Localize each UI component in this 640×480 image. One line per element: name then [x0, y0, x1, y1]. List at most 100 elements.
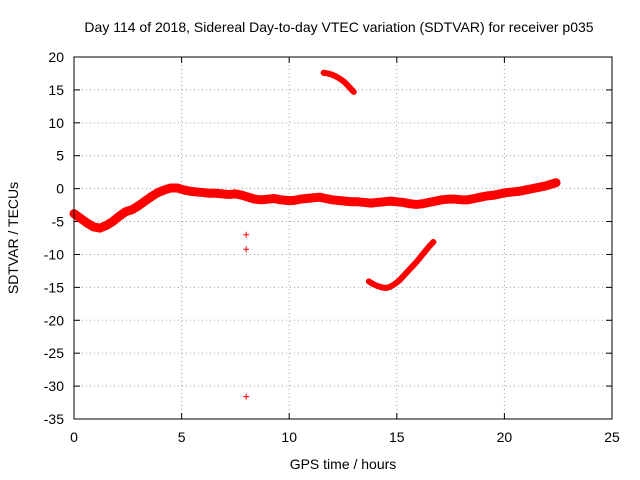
data-point-marker — [187, 188, 194, 195]
data-point-marker — [374, 283, 381, 290]
y-axis-label: SDTVAR / TECUs — [5, 182, 21, 294]
x-tick-label: 5 — [178, 429, 186, 445]
data-point-marker — [109, 218, 116, 225]
data-point-marker — [535, 184, 542, 191]
data-point-marker — [277, 196, 284, 203]
x-tick-label: 15 — [389, 429, 405, 445]
data-point-marker — [426, 199, 433, 206]
data-point-marker — [421, 248, 428, 255]
data-point-marker — [445, 196, 452, 203]
data-point-marker — [361, 199, 368, 206]
x-tick-label: 10 — [281, 429, 297, 445]
y-tick-label: 0 — [56, 181, 64, 197]
data-point-marker — [391, 281, 398, 288]
data-point-marker — [406, 200, 413, 207]
x-tick-label: 20 — [497, 429, 513, 445]
data-point-marker — [303, 195, 310, 202]
data-point-marker — [408, 263, 415, 270]
data-point-marker — [490, 192, 497, 199]
data-point-marker — [365, 278, 372, 285]
data-point-marker — [243, 231, 250, 238]
data-point-marker — [142, 198, 149, 205]
x-tick-label: 25 — [604, 429, 620, 445]
data-point-marker — [380, 198, 387, 205]
data-point-marker — [322, 195, 329, 202]
data-point-marker — [413, 201, 420, 208]
y-tick-label: -10 — [44, 246, 64, 262]
data-point-marker — [77, 215, 84, 222]
data-point-marker — [503, 189, 510, 196]
data-point-marker — [393, 198, 400, 205]
series-arc-low — [365, 238, 437, 292]
data-point-marker — [200, 189, 207, 196]
data-point-marker — [90, 223, 97, 230]
data-point-marker — [348, 198, 355, 205]
series-trace — [365, 238, 437, 292]
data-point-marker — [309, 194, 316, 201]
data-point-marker — [383, 285, 390, 292]
data-point-marker — [355, 198, 362, 205]
x-tick-label: 0 — [70, 429, 78, 445]
data-point-marker — [548, 181, 555, 188]
y-tick-label: -25 — [44, 345, 64, 361]
data-point-marker — [417, 254, 424, 261]
data-point-marker — [103, 222, 110, 229]
data-point-marker — [264, 196, 271, 203]
data-point-marker — [342, 79, 349, 86]
data-point-marker — [438, 196, 445, 203]
data-point-marker — [154, 189, 161, 196]
gridlines — [74, 57, 612, 419]
data-point-marker — [193, 188, 200, 195]
data-point-marker — [378, 284, 385, 291]
data-point-marker — [529, 185, 536, 192]
data-point-marker — [296, 196, 303, 203]
data-point-marker — [135, 202, 142, 209]
y-tick-label: 5 — [56, 148, 64, 164]
data-point-marker — [451, 196, 458, 203]
x-axis-label: GPS time / hours — [290, 456, 397, 472]
data-point-marker — [367, 200, 374, 207]
data-point-marker — [553, 179, 560, 186]
y-tick-label: -30 — [44, 378, 64, 394]
y-tick-label: 10 — [48, 115, 64, 131]
series-main-band — [69, 178, 561, 233]
data-point-marker — [471, 195, 478, 202]
data-point-marker — [320, 69, 327, 76]
data-point-marker — [458, 196, 465, 203]
data-point-marker — [400, 273, 407, 280]
y-tick-label: -20 — [44, 312, 64, 328]
data-point-marker — [180, 186, 187, 193]
data-point-marker — [284, 197, 291, 204]
data-point-marker — [413, 259, 420, 266]
data-point-marker — [404, 268, 411, 275]
data-point-marker — [174, 184, 181, 191]
data-point-marker — [350, 88, 357, 95]
data-point-marker — [387, 283, 394, 290]
x-axis-ticks: 0 5 10 15 20 25 — [70, 57, 620, 445]
data-point-marker — [516, 188, 523, 195]
data-point-marker — [387, 198, 394, 205]
data-point-marker — [213, 190, 220, 197]
data-point-marker — [238, 192, 245, 199]
data-point-marker — [161, 186, 168, 193]
data-point-marker — [148, 193, 155, 200]
y-tick-label: -5 — [52, 214, 65, 230]
data-point-marker — [542, 183, 549, 190]
series-arc-high — [320, 69, 357, 95]
data-point-marker — [271, 195, 278, 202]
data-point-marker — [219, 190, 226, 197]
data-point-marker — [510, 188, 517, 195]
data-point-marker — [430, 238, 437, 245]
series-outliers — [243, 231, 250, 400]
data-point-marker — [329, 196, 336, 203]
y-tick-label: -35 — [44, 411, 64, 427]
y-tick-label: 15 — [48, 82, 64, 98]
data-point-marker — [96, 225, 103, 232]
data-point-marker — [116, 213, 123, 220]
data-point-marker — [225, 191, 232, 198]
data-point-marker — [484, 192, 491, 199]
data-point-marker — [342, 198, 349, 205]
data-point-marker — [497, 190, 504, 197]
data-point-marker — [167, 184, 174, 191]
